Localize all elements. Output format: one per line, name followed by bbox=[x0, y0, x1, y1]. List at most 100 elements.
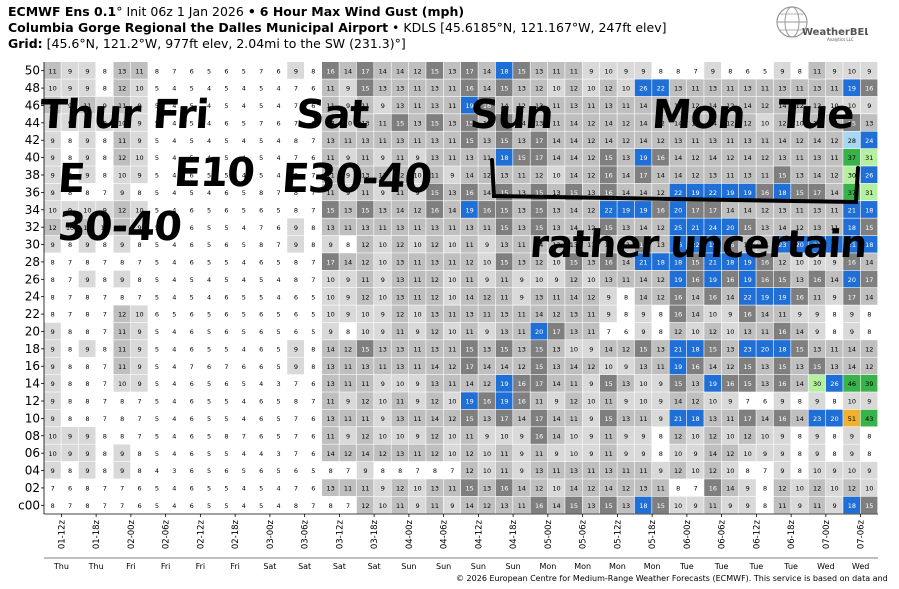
heatmap-cell bbox=[808, 201, 826, 218]
heatmap-cell-value: 10 bbox=[570, 450, 578, 458]
heatmap-cell-value: 15 bbox=[796, 189, 804, 197]
heatmap-cell bbox=[391, 218, 409, 236]
heatmap-cell bbox=[217, 322, 235, 340]
heatmap-cell bbox=[252, 201, 270, 218]
heatmap-cell bbox=[44, 201, 61, 218]
heatmap-cell-value: 11 bbox=[361, 485, 369, 493]
heatmap-cell-value: 13 bbox=[639, 363, 647, 371]
heatmap-cell-value: 12 bbox=[327, 119, 335, 127]
heatmap-cell bbox=[443, 305, 461, 323]
heatmap-cell bbox=[721, 427, 739, 444]
heatmap-cell bbox=[235, 235, 252, 253]
heatmap-cell-value: 9 bbox=[659, 467, 663, 475]
heatmap-cell bbox=[565, 305, 583, 323]
heatmap-cell-value: 9 bbox=[763, 450, 767, 458]
heatmap-cell-value: 12 bbox=[657, 276, 665, 284]
heatmap-cell-value: 8 bbox=[728, 67, 732, 75]
heatmap-cell-value: 12 bbox=[466, 467, 474, 475]
heatmap-cell-value: 10 bbox=[135, 206, 143, 214]
heatmap-cell-value: 8 bbox=[103, 137, 107, 145]
heatmap-cell-value: 5 bbox=[259, 502, 263, 510]
heatmap-cell-value: 8 bbox=[867, 311, 871, 319]
heatmap-cell-value: 4 bbox=[242, 102, 246, 110]
heatmap-cell-value: 10 bbox=[327, 293, 335, 301]
heatmap-cell bbox=[443, 340, 461, 357]
heatmap-cell-value: 14 bbox=[552, 380, 560, 388]
heatmap-cell-value: 7 bbox=[294, 119, 298, 127]
heatmap-cell bbox=[183, 305, 200, 323]
heatmap-cell-value: 7 bbox=[137, 259, 141, 267]
heatmap-cell-value: 5 bbox=[155, 328, 159, 336]
heatmap-cell bbox=[356, 218, 374, 236]
heatmap-cell-value: 7 bbox=[294, 415, 298, 423]
heatmap-cell bbox=[513, 444, 530, 462]
heatmap-cell-value: 7 bbox=[294, 85, 298, 93]
heatmap-cell-value: 11 bbox=[796, 206, 804, 214]
heatmap-cell-value: 4 bbox=[242, 276, 246, 284]
heatmap-cell bbox=[513, 201, 530, 218]
heatmap-cell bbox=[148, 357, 166, 375]
heatmap-cell bbox=[739, 374, 756, 392]
heatmap-cell bbox=[756, 235, 774, 253]
heatmap-cell bbox=[235, 444, 252, 462]
heatmap-cell bbox=[669, 357, 687, 375]
heatmap-cell bbox=[513, 253, 530, 271]
heatmap-cell bbox=[130, 235, 148, 253]
heatmap-cell-value: 4 bbox=[172, 206, 176, 214]
heatmap-cell-value: 9 bbox=[485, 241, 489, 249]
heatmap-cell-value: 9 bbox=[867, 102, 871, 110]
heatmap-cell-value: 8 bbox=[311, 224, 315, 232]
heatmap-cell bbox=[443, 479, 461, 497]
heatmap-cell bbox=[669, 305, 687, 323]
heatmap-cell bbox=[269, 427, 287, 444]
heatmap-cell-value: 6 bbox=[311, 154, 315, 162]
heatmap-cell-value: 11 bbox=[413, 259, 421, 267]
heatmap-cell bbox=[200, 496, 218, 514]
heatmap-cell bbox=[686, 270, 704, 288]
heatmap-cell-value: 17 bbox=[466, 363, 474, 371]
day-label: Tue bbox=[679, 562, 694, 571]
heatmap-cell bbox=[78, 218, 96, 236]
heatmap-cell bbox=[78, 305, 96, 323]
heatmap-cell bbox=[44, 322, 61, 340]
heatmap-cell-value: 10 bbox=[605, 67, 613, 75]
heatmap-cell bbox=[217, 392, 235, 410]
heatmap-cell-value: 7 bbox=[346, 502, 350, 510]
heatmap-cell-value: 11 bbox=[327, 398, 335, 406]
heatmap-cell bbox=[44, 461, 61, 479]
station-name: Columbia Gorge Regional the Dalles Munic… bbox=[8, 20, 389, 35]
heatmap-cell-value: 5 bbox=[190, 189, 194, 197]
heatmap-cell-value: 9 bbox=[381, 102, 385, 110]
heatmap-cell-value: 7 bbox=[103, 311, 107, 319]
heatmap-cell bbox=[322, 288, 339, 305]
heatmap-cell-value: 5 bbox=[242, 67, 246, 75]
heatmap-cell bbox=[461, 444, 478, 462]
heatmap-cell-value: 12 bbox=[466, 259, 474, 267]
heatmap-cell-value: 12 bbox=[657, 293, 665, 301]
heatmap-cell-value: 9 bbox=[120, 189, 124, 197]
heatmap-cell bbox=[426, 357, 444, 375]
x-axis-ticks: 01-12z 01-18z 02-00z 02-06z 02-12z 02-18z 03-0… bbox=[44, 513, 878, 549]
heatmap-cell-value: 14 bbox=[327, 450, 335, 458]
heatmap-cell-value: 14 bbox=[830, 276, 838, 284]
heatmap-cell bbox=[600, 253, 617, 271]
heatmap-cell bbox=[269, 201, 287, 218]
heatmap-cell-value: 4 bbox=[207, 189, 211, 197]
heatmap-cell bbox=[843, 479, 861, 497]
heatmap-cell bbox=[44, 253, 61, 271]
heatmap-cell-value: 12 bbox=[118, 154, 126, 162]
heatmap-cell-value: 5 bbox=[155, 154, 159, 162]
heatmap-cell bbox=[686, 496, 704, 514]
heatmap-cell bbox=[217, 235, 235, 253]
heatmap-cell-value: 15 bbox=[570, 189, 578, 197]
heatmap-cell bbox=[339, 288, 357, 305]
heatmap-cell bbox=[200, 270, 218, 288]
heatmap-cell-value: 5 bbox=[207, 224, 211, 232]
heatmap-cell bbox=[686, 235, 704, 253]
heatmap-cell-value: 10 bbox=[709, 398, 717, 406]
heatmap-cell-value: 4 bbox=[276, 485, 280, 493]
heatmap-cell-value: 6 bbox=[242, 363, 246, 371]
heatmap-cell bbox=[408, 270, 426, 288]
heatmap-cell-value: 11 bbox=[431, 502, 439, 510]
heatmap-cell bbox=[252, 340, 270, 357]
